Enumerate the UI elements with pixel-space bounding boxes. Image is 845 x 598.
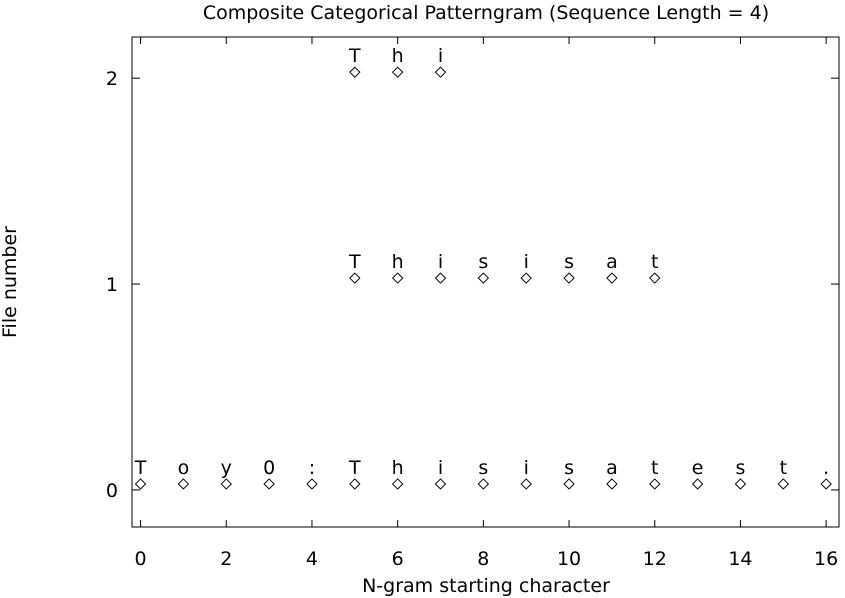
data-point-char-label: h	[392, 457, 404, 479]
data-point-diamond	[691, 478, 704, 490]
x-tick-label: 4	[306, 548, 318, 570]
x-axis-ticks: 0 2 4 6 8 10 12 14 16	[135, 37, 838, 570]
data-point-diamond	[563, 272, 575, 284]
data-point-diamond	[777, 478, 790, 490]
data-point-diamond	[606, 478, 618, 490]
data-point-diamond	[349, 272, 361, 284]
plot-frame	[131, 36, 840, 528]
data-point-char-label: .	[823, 457, 829, 479]
data-point-char-label: y	[221, 457, 232, 479]
data-point-diamond	[220, 478, 232, 490]
x-tick-label: 10	[557, 548, 581, 570]
data-point-char-label: s	[478, 251, 488, 273]
data-point-char-label: T	[348, 457, 361, 479]
data-point-diamond	[563, 478, 575, 490]
y-tick-label: 2	[106, 68, 118, 90]
data-point-char-label: t	[651, 457, 658, 479]
data-point-diamond	[434, 478, 447, 490]
data-point-diamond	[520, 272, 532, 284]
data-point-char-label: T	[348, 251, 361, 273]
data-point-diamond	[177, 478, 190, 490]
data-point-char-label: a	[606, 251, 618, 273]
x-tick-label: 8	[477, 548, 489, 570]
x-tick-label: 0	[135, 548, 147, 570]
data-point-diamond	[391, 478, 404, 490]
x-tick-label: 6	[392, 548, 404, 570]
data-point-diamond	[306, 478, 318, 490]
data-point-char-label: s	[478, 457, 488, 479]
data-point-diamond	[391, 66, 404, 78]
data-point-char-label: s	[564, 457, 574, 479]
data-point-diamond	[649, 478, 661, 490]
data-point-char-label: s	[564, 251, 574, 273]
data-point-char-label: a	[606, 457, 618, 479]
data-point-diamond	[734, 478, 747, 490]
y-tick-label: 0	[106, 480, 118, 502]
x-tick-label: 16	[814, 548, 838, 570]
data-point-char-label: t	[651, 251, 658, 273]
data-point-char-label: e	[692, 457, 704, 479]
data-point-char-label: t	[780, 457, 787, 479]
x-axis-label: N-gram starting character	[362, 575, 610, 597]
data-point-char-label: s	[735, 457, 745, 479]
x-tick-label: 14	[728, 548, 752, 570]
data-point-char-label: h	[392, 45, 404, 67]
y-tick-label: 1	[106, 274, 118, 296]
x-tick-label: 2	[220, 548, 232, 570]
data-point-char-label: o	[178, 457, 190, 479]
data-point-char-label: T	[134, 457, 147, 479]
data-point-diamond	[434, 66, 447, 78]
data-point-char-label: 0	[263, 457, 275, 479]
data-point-diamond	[349, 478, 361, 490]
data-point-diamond	[820, 478, 832, 490]
data-point-char-label: i	[438, 251, 443, 273]
data-point-diamond	[520, 478, 532, 490]
data-point-char-label: i	[438, 45, 443, 67]
y-axis-label: File number	[0, 226, 21, 338]
data-point-diamond	[477, 272, 490, 284]
data-point-diamond	[263, 478, 275, 490]
data-point-char-label: i	[524, 251, 529, 273]
data-point-diamond	[134, 478, 147, 490]
data-point-diamond	[349, 66, 361, 78]
data-point-char-label: :	[309, 457, 315, 479]
data-point-char-label: T	[348, 45, 361, 67]
data-point-diamond	[649, 272, 661, 284]
data-point-char-label: i	[438, 457, 443, 479]
y-axis-ticks: 0 1 2	[106, 68, 839, 502]
x-tick-label: 12	[643, 548, 667, 570]
data-point-diamond	[606, 272, 618, 284]
data-point-diamond	[434, 272, 447, 284]
chart-title: Composite Categorical Patterngram (Seque…	[203, 2, 769, 24]
data-point-diamond	[391, 272, 404, 284]
data-point-char-label: h	[392, 251, 404, 273]
data-point-char-label: i	[524, 457, 529, 479]
data-point-diamond	[477, 478, 490, 490]
